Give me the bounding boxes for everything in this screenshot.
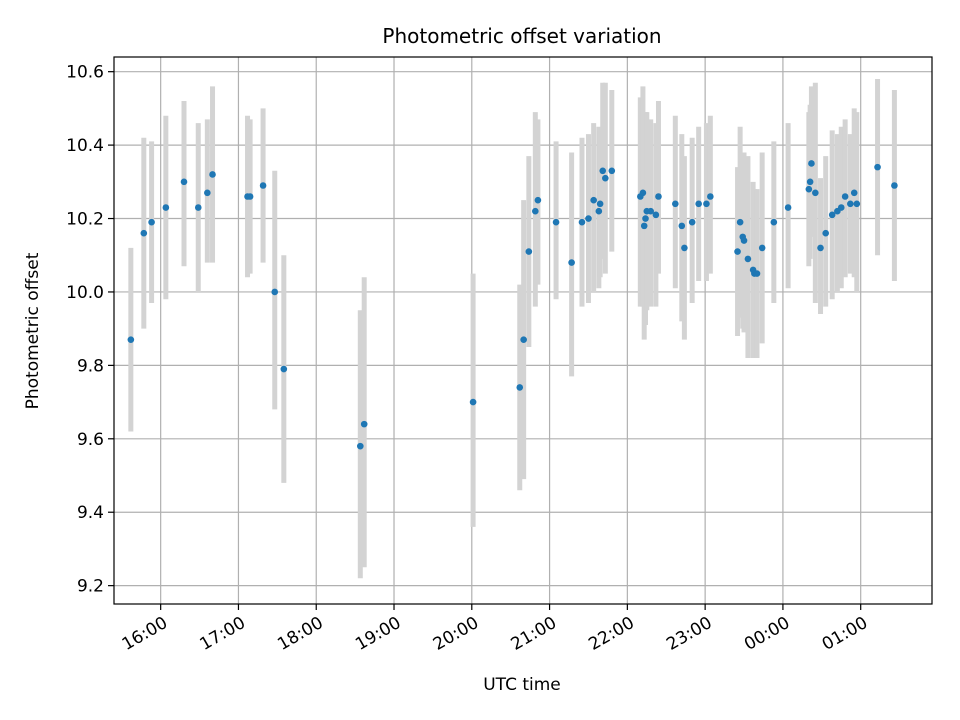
data-point (817, 244, 824, 252)
data-point (602, 174, 609, 182)
data-point (758, 244, 766, 252)
y-tick-label: 9.6 (77, 430, 104, 450)
data-point (647, 207, 654, 215)
data-point (271, 288, 279, 296)
data-point (599, 167, 607, 175)
data-point (246, 193, 254, 200)
data-point (469, 398, 477, 406)
data-point (585, 215, 592, 222)
data-point (180, 178, 188, 186)
data-point (596, 200, 604, 208)
data-point (678, 222, 686, 230)
data-point (688, 218, 696, 226)
data-point (127, 336, 135, 343)
data-point (891, 182, 898, 189)
data-point (753, 270, 761, 277)
data-point (209, 171, 216, 178)
data-point (259, 182, 267, 189)
data-point (357, 442, 364, 450)
data-point (516, 384, 524, 391)
data-point (639, 189, 647, 197)
y-tick-label: 10.6 (66, 63, 104, 83)
data-point (703, 200, 710, 208)
data-point (770, 218, 778, 226)
data-point (672, 200, 679, 208)
y-tick-label: 10.0 (66, 283, 104, 303)
data-point (532, 207, 539, 215)
data-point (805, 185, 813, 193)
data-point (525, 248, 533, 255)
data-point (695, 200, 702, 208)
y-axis-ticks: 9.2 9.4 9.6 9.8 10.0 10.2 10.4 10.6 (66, 63, 114, 597)
data-point (806, 178, 814, 186)
data-point (740, 237, 748, 244)
data-point (140, 229, 148, 237)
data-points (127, 160, 898, 450)
data-point (841, 193, 849, 200)
data-point (595, 207, 603, 215)
chart-title: Photometric offset variation (382, 24, 661, 48)
data-point (874, 163, 881, 171)
y-tick-label: 10.2 (66, 210, 104, 230)
y-tick-label: 9.8 (77, 356, 104, 376)
plot-frame (113, 56, 933, 605)
data-point (837, 204, 845, 211)
data-point (736, 218, 744, 226)
data-point (534, 196, 542, 204)
data-point (784, 204, 792, 211)
y-tick-label: 9.2 (77, 577, 104, 597)
x-axis-label: UTC time (483, 675, 561, 695)
data-point (148, 218, 155, 226)
data-point (822, 229, 829, 237)
y-axis-label: Photometric offset (23, 252, 43, 409)
data-point (578, 218, 586, 226)
data-point (812, 189, 819, 197)
data-point (850, 189, 858, 197)
data-point (280, 365, 288, 373)
data-point (520, 336, 527, 343)
y-tick-label: 10.4 (66, 136, 104, 156)
data-point (640, 222, 648, 230)
data-point (162, 204, 170, 211)
data-point (568, 259, 575, 266)
data-point (194, 204, 202, 211)
data-point (744, 255, 752, 263)
data-point (853, 200, 861, 208)
data-point (590, 196, 597, 204)
data-point (707, 193, 714, 200)
data-point (655, 193, 662, 200)
data-point (360, 420, 368, 428)
data-point (734, 248, 741, 255)
data-point (204, 189, 211, 197)
data-point (652, 211, 660, 219)
data-point (847, 200, 854, 208)
data-point (681, 244, 688, 252)
data-point (808, 160, 815, 167)
data-point (828, 211, 836, 219)
y-tick-label: 9.4 (77, 503, 104, 523)
data-point (642, 215, 649, 222)
data-point (608, 167, 616, 175)
data-point (552, 218, 560, 226)
